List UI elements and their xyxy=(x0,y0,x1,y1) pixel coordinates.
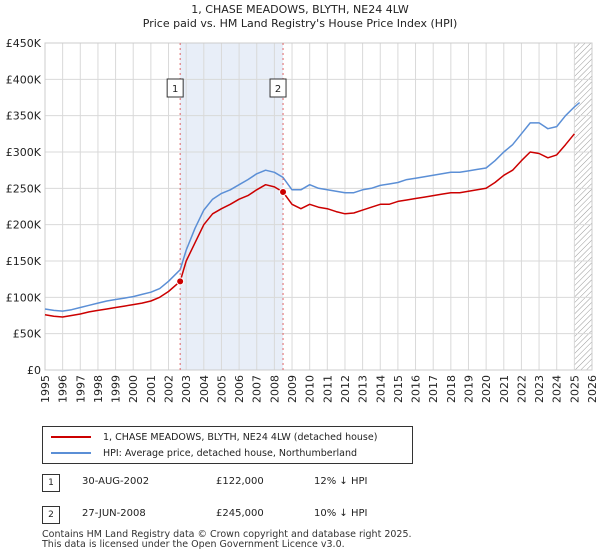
x-tick-label: 1998 xyxy=(92,375,105,403)
sale-number: 1 xyxy=(42,474,60,492)
x-tick-label: 2002 xyxy=(163,375,176,403)
y-tick-label: £100K xyxy=(6,291,42,304)
sale-date: 30-AUG-2002 xyxy=(82,476,150,487)
y-tick-label: £50K xyxy=(13,328,42,341)
x-tick-label: 2009 xyxy=(286,375,299,403)
legend-item-property: 1, CHASE MEADOWS, BLYTH, NE24 4LW (detac… xyxy=(51,429,377,445)
x-tick-label: 2006 xyxy=(233,375,246,403)
x-tick-label: 1995 xyxy=(39,375,52,403)
x-tick-label: 2011 xyxy=(321,375,334,403)
x-tick-label: 1997 xyxy=(74,375,87,403)
y-tick-label: £200K xyxy=(6,219,42,232)
sale-point xyxy=(176,277,185,286)
sale-date: 27-JUN-2008 xyxy=(82,508,146,519)
x-tick-label: 2003 xyxy=(180,375,193,403)
y-tick-label: £400K xyxy=(6,73,42,86)
y-tick-label: £300K xyxy=(6,146,42,159)
x-tick-label: 2007 xyxy=(251,375,264,403)
x-tick-label: 2025 xyxy=(568,375,581,403)
x-tick-label: 2010 xyxy=(304,375,317,403)
y-tick-label: £250K xyxy=(6,182,42,195)
legend-swatch-hpi xyxy=(51,452,91,454)
price-chart: 1, CHASE MEADOWS, BLYTH, NE24 4LW Price … xyxy=(6,3,599,403)
sale-marker-label: 1 xyxy=(172,84,178,95)
x-tick-label: 2013 xyxy=(357,375,370,403)
x-tick-label: 2008 xyxy=(268,375,281,403)
sale-marker-box xyxy=(269,78,287,98)
legend-label-property: 1, CHASE MEADOWS, BLYTH, NE24 4LW (detac… xyxy=(103,431,378,443)
legend-item-hpi: HPI: Average price, detached house, Nort… xyxy=(51,445,357,461)
x-tick-label: 2017 xyxy=(427,375,440,403)
legend-label-hpi: HPI: Average price, detached house, Nort… xyxy=(103,447,357,459)
x-tick-label: 1996 xyxy=(57,375,70,403)
sale-marker-box xyxy=(166,78,184,98)
sale-price: £122,000 xyxy=(216,476,264,487)
x-tick-label: 2026 xyxy=(586,375,599,403)
x-tick-label: 2014 xyxy=(374,375,387,403)
x-tick-label: 2015 xyxy=(392,375,405,403)
x-tick-label: 2005 xyxy=(215,375,228,403)
x-tick-label: 2004 xyxy=(198,375,211,403)
plot-frame xyxy=(44,42,593,371)
footer-copyright: Contains HM Land Registry data © Crown c… xyxy=(42,529,412,540)
footer: Contains HM Land Registry data © Crown c… xyxy=(42,530,412,550)
x-tick-label: 2000 xyxy=(127,375,140,403)
forecast-hatched-area xyxy=(574,43,592,370)
footer-licence: This data is licensed under the Open Gov… xyxy=(42,539,345,550)
y-tick-label: £450K xyxy=(6,37,42,50)
chart-subtitle: Price paid vs. HM Land Registry's House … xyxy=(143,17,458,30)
legend: 1, CHASE MEADOWS, BLYTH, NE24 4LW (detac… xyxy=(42,426,413,464)
chart-title: 1, CHASE MEADOWS, BLYTH, NE24 4LW xyxy=(191,3,409,16)
sale-point xyxy=(279,187,288,196)
x-tick-label: 2019 xyxy=(462,375,475,403)
series-line xyxy=(44,102,581,312)
legend-swatch-property xyxy=(51,436,91,438)
x-tick-label: 1999 xyxy=(110,375,123,403)
y-tick-label: £150K xyxy=(6,255,42,268)
x-tick-label: 2023 xyxy=(533,375,546,403)
x-tick-label: 2016 xyxy=(410,375,423,403)
x-tick-label: 2012 xyxy=(339,375,352,403)
sale-number: 2 xyxy=(42,506,60,524)
x-tick-label: 2024 xyxy=(551,375,564,403)
x-tick-label: 2018 xyxy=(445,375,458,403)
x-tick-label: 2021 xyxy=(498,375,511,403)
y-tick-label: £350K xyxy=(6,110,42,123)
sale-hpi-diff: 12% ↓ HPI xyxy=(314,476,368,487)
ownership-shaded-span xyxy=(180,43,284,370)
sale-hpi-diff: 10% ↓ HPI xyxy=(314,508,368,519)
y-tick-label: £0 xyxy=(27,364,41,377)
sale-marker-label: 2 xyxy=(275,84,281,95)
x-tick-label: 2001 xyxy=(145,375,158,403)
x-tick-label: 2022 xyxy=(515,375,528,403)
x-tick-label: 2020 xyxy=(480,375,493,403)
sale-price: £245,000 xyxy=(216,508,264,519)
series-line xyxy=(44,133,575,318)
